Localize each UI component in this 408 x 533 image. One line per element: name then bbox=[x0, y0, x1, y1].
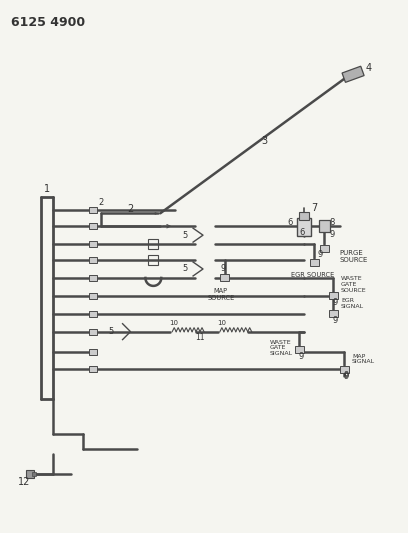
Text: EGR
SIGNAL: EGR SIGNAL bbox=[341, 298, 364, 309]
Text: 9: 9 bbox=[220, 264, 226, 273]
Text: 3: 3 bbox=[262, 136, 268, 146]
Text: 5: 5 bbox=[182, 231, 188, 240]
Text: 11: 11 bbox=[195, 333, 205, 342]
Text: EGR SOURCE: EGR SOURCE bbox=[290, 272, 334, 278]
Bar bbox=[319, 220, 330, 232]
Bar bbox=[89, 207, 97, 213]
Text: 12: 12 bbox=[18, 477, 31, 487]
Bar bbox=[220, 274, 229, 281]
Bar bbox=[310, 259, 319, 265]
Text: 5: 5 bbox=[108, 327, 113, 336]
Text: 9: 9 bbox=[299, 352, 304, 361]
Text: PURGE
SOURCE: PURGE SOURCE bbox=[339, 250, 368, 263]
Text: 9: 9 bbox=[333, 316, 338, 325]
Bar bbox=[297, 218, 311, 236]
Bar bbox=[149, 255, 158, 265]
Bar bbox=[329, 310, 337, 317]
Bar bbox=[26, 470, 34, 478]
Text: 6125 4900: 6125 4900 bbox=[11, 17, 85, 29]
Bar bbox=[299, 212, 309, 220]
Bar bbox=[89, 241, 97, 247]
Bar bbox=[89, 349, 97, 354]
Text: 9: 9 bbox=[333, 298, 338, 308]
Bar bbox=[89, 275, 97, 281]
Bar bbox=[89, 329, 97, 335]
Text: 1: 1 bbox=[44, 184, 50, 195]
Bar bbox=[295, 346, 304, 353]
Text: 5: 5 bbox=[182, 264, 188, 273]
Bar bbox=[89, 257, 97, 263]
Bar bbox=[89, 311, 97, 317]
Bar bbox=[32, 472, 36, 476]
Bar bbox=[342, 66, 364, 83]
Text: 9: 9 bbox=[330, 230, 335, 239]
Text: WASTE
GATE
SOURCE: WASTE GATE SOURCE bbox=[341, 276, 367, 293]
Bar bbox=[329, 293, 337, 300]
Text: 9: 9 bbox=[344, 371, 349, 380]
Text: 2: 2 bbox=[98, 198, 103, 207]
Text: 8: 8 bbox=[329, 218, 335, 227]
Bar bbox=[339, 366, 348, 373]
Text: 2: 2 bbox=[127, 204, 134, 214]
Text: WASTE
GATE
SIGNAL: WASTE GATE SIGNAL bbox=[270, 340, 293, 356]
Text: MAP
SIGNAL: MAP SIGNAL bbox=[352, 353, 375, 365]
Bar bbox=[149, 239, 158, 249]
Text: 10: 10 bbox=[170, 320, 179, 326]
Bar bbox=[89, 367, 97, 373]
Bar bbox=[89, 223, 97, 229]
Text: MAP
SOURCE: MAP SOURCE bbox=[207, 288, 235, 301]
Text: 6: 6 bbox=[288, 218, 293, 227]
Text: 10: 10 bbox=[217, 320, 226, 326]
Text: 9: 9 bbox=[344, 372, 349, 381]
Text: 7: 7 bbox=[311, 203, 317, 213]
Text: 9: 9 bbox=[317, 249, 323, 259]
Text: 6: 6 bbox=[299, 228, 305, 237]
Text: 4: 4 bbox=[366, 63, 372, 73]
Bar bbox=[320, 245, 329, 252]
Bar bbox=[89, 293, 97, 299]
